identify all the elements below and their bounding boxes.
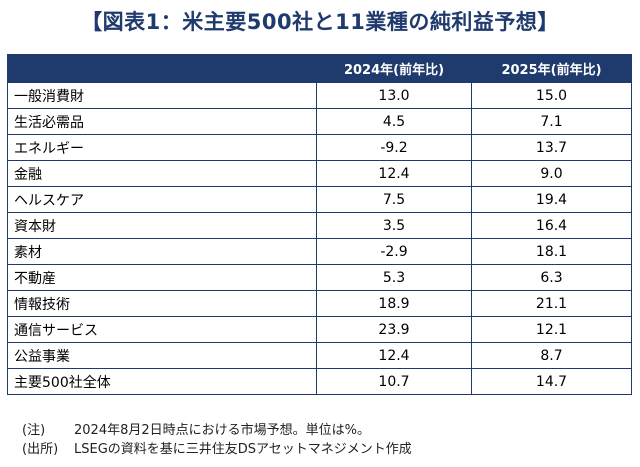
value-2025: 14.7 xyxy=(471,368,632,395)
sector-name: 通信サービス xyxy=(7,316,317,343)
value-2025: 19.4 xyxy=(471,186,632,213)
value-2024: 5.3 xyxy=(316,264,472,291)
table-row: ヘルスケア 7.5 19.4 xyxy=(7,186,632,213)
sector-name: 不動産 xyxy=(7,264,317,291)
table-row: 不動産 5.3 6.3 xyxy=(7,264,632,291)
note-text: 2024年8月2日時点における市場予想。単位は%。 xyxy=(74,423,370,438)
sector-name: 生活必需品 xyxy=(7,108,317,135)
sector-name: 公益事業 xyxy=(7,342,317,369)
table-row: エネルギー -9.2 13.7 xyxy=(7,134,632,161)
source-text: LSEGの資料を基に三井住友DSアセットマネジメント作成 xyxy=(74,442,412,457)
value-2025: 12.1 xyxy=(471,316,632,343)
sector-name: 素材 xyxy=(7,238,317,265)
note-line: (注) 2024年8月2日時点における市場予想。単位は%。 xyxy=(22,421,412,440)
value-2024: -2.9 xyxy=(316,238,472,265)
value-2024: 13.0 xyxy=(316,82,472,109)
source-line: (出所) LSEGの資料を基に三井住友DSアセットマネジメント作成 xyxy=(22,440,412,459)
figure-title: 【図表1：米主要500社と11業種の純利益予想】 xyxy=(81,10,559,34)
table-row: 公益事業 12.4 8.7 xyxy=(7,342,632,369)
value-2024: 12.4 xyxy=(316,342,472,369)
note-tag: (注) xyxy=(22,423,46,438)
earnings-forecast-table: 2024年(前年比) 2025年(前年比) 一般消費財 13.0 15.0 生活… xyxy=(7,54,632,395)
table-header-row: 2024年(前年比) 2025年(前年比) xyxy=(7,54,632,83)
footnotes: (注) 2024年8月2日時点における市場予想。単位は%。 (出所) LSEGの資料… xyxy=(22,421,412,459)
table-row: 資本財 3.5 16.4 xyxy=(7,212,632,239)
value-2025: 9.0 xyxy=(471,160,632,187)
value-2024: 18.9 xyxy=(316,290,472,317)
header-2024: 2024年(前年比) xyxy=(316,54,472,83)
value-2024: -9.2 xyxy=(316,134,472,161)
source-tag: (出所) xyxy=(22,442,59,457)
value-2025: 21.1 xyxy=(471,290,632,317)
sector-name: エネルギー xyxy=(7,134,317,161)
table-row: 一般消費財 13.0 15.0 xyxy=(7,82,632,109)
value-2024: 10.7 xyxy=(316,368,472,395)
value-2024: 4.5 xyxy=(316,108,472,135)
value-2025: 7.1 xyxy=(471,108,632,135)
value-2025: 16.4 xyxy=(471,212,632,239)
sector-name: 金融 xyxy=(7,160,317,187)
header-2025: 2025年(前年比) xyxy=(471,54,632,83)
table-row: 通信サービス 23.9 12.1 xyxy=(7,316,632,343)
sector-name: ヘルスケア xyxy=(7,186,317,213)
value-2025: 8.7 xyxy=(471,342,632,369)
value-2024: 12.4 xyxy=(316,160,472,187)
value-2025: 13.7 xyxy=(471,134,632,161)
value-2025: 15.0 xyxy=(471,82,632,109)
table-row: 情報技術 18.9 21.1 xyxy=(7,290,632,317)
value-2024: 23.9 xyxy=(316,316,472,343)
sector-name: 一般消費財 xyxy=(7,82,317,109)
table-row: 素材 -2.9 18.1 xyxy=(7,238,632,265)
value-2025: 6.3 xyxy=(471,264,632,291)
table-row-total: 主要500社全体 10.7 14.7 xyxy=(7,368,632,395)
sector-name: 資本財 xyxy=(7,212,317,239)
sector-name: 主要500社全体 xyxy=(7,368,317,395)
table-row: 生活必需品 4.5 7.1 xyxy=(7,108,632,135)
value-2024: 7.5 xyxy=(316,186,472,213)
header-sector xyxy=(7,54,317,83)
table-row: 金融 12.4 9.0 xyxy=(7,160,632,187)
value-2024: 3.5 xyxy=(316,212,472,239)
value-2025: 18.1 xyxy=(471,238,632,265)
sector-name: 情報技術 xyxy=(7,290,317,317)
